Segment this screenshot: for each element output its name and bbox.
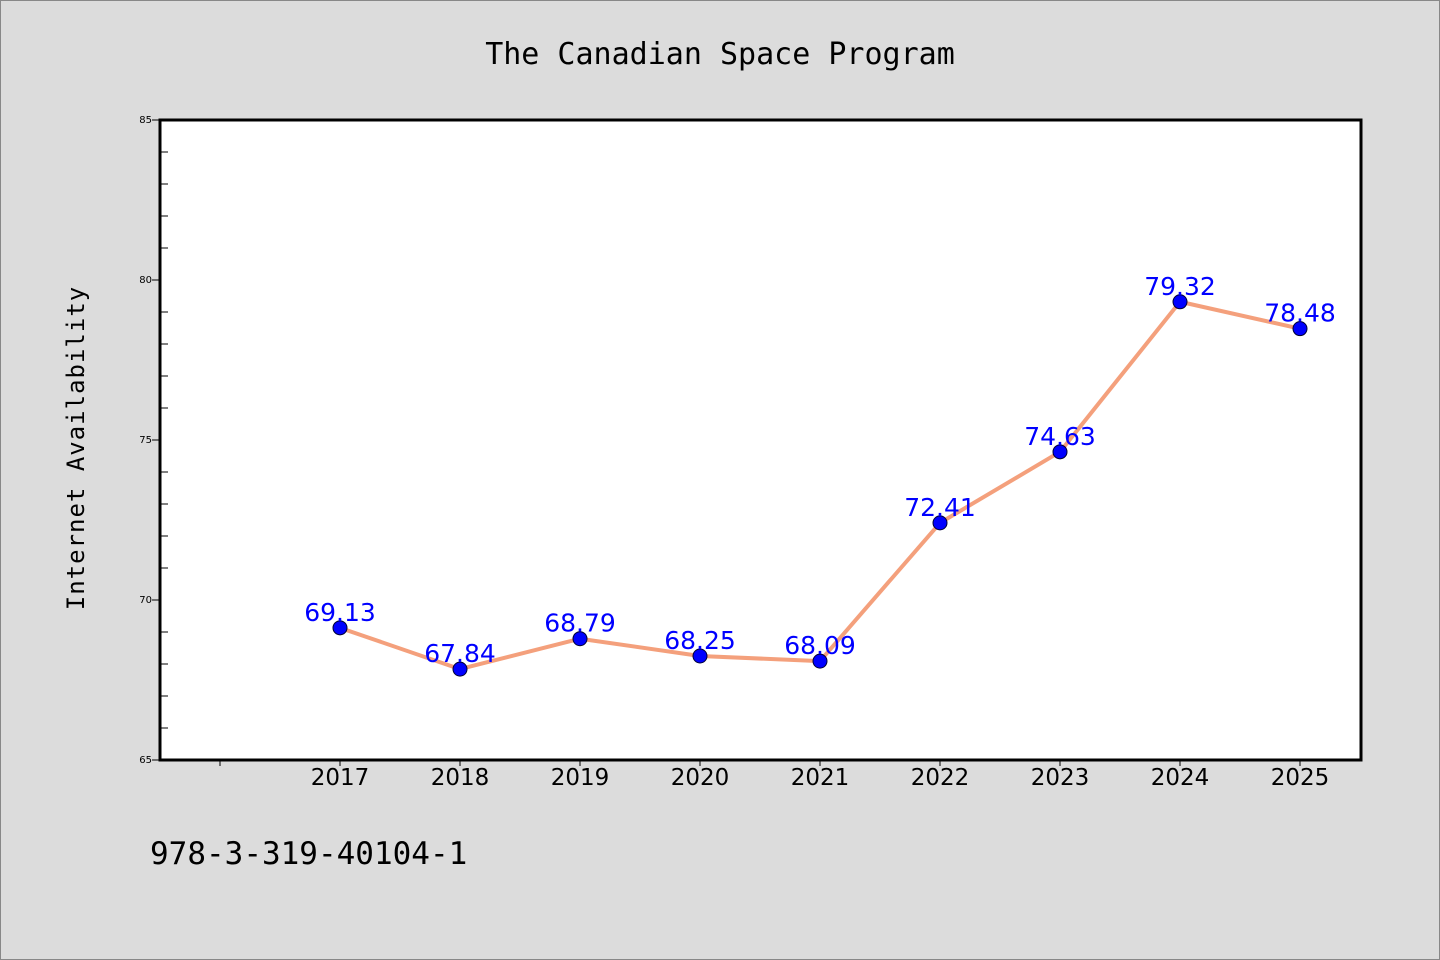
x-tick-label: 2019 — [551, 765, 610, 791]
x-tick-label: 2024 — [1151, 765, 1210, 791]
data-point — [1052, 444, 1068, 460]
data-label: 68.25 — [664, 626, 736, 655]
data-point — [1292, 321, 1308, 337]
plot-area — [158, 118, 1363, 762]
x-tick-label: 2021 — [791, 765, 850, 791]
y-tick-label: 65 — [139, 755, 152, 766]
y-axis-label: Internet Availability — [62, 286, 90, 610]
x-tick-label: 2017 — [311, 765, 370, 791]
y-tick-label: 70 — [139, 595, 152, 606]
data-point — [1172, 294, 1188, 310]
data-labels: 69.13 67.84 68.79 68.25 68.09 72.41 74.63 79.32… — [304, 272, 1336, 668]
data-label: 79.32 — [1144, 272, 1216, 301]
x-tick-label: 2018 — [431, 765, 490, 791]
data-point — [572, 631, 588, 647]
chart-title: The Canadian Space Program — [485, 37, 955, 72]
x-tick-label: 2023 — [1031, 765, 1090, 791]
data-point — [932, 515, 948, 531]
data-point — [812, 653, 828, 669]
data-label: 67.84 — [424, 639, 496, 668]
data-label: 68.79 — [544, 609, 616, 638]
footer-isbn: 978-3-319-40104-1 — [150, 836, 467, 872]
data-label: 78.48 — [1264, 299, 1336, 328]
data-label: 68.09 — [784, 631, 856, 660]
x-tick-label: 2020 — [671, 765, 730, 791]
data-label: 69.13 — [304, 598, 376, 627]
y-tick-label: 75 — [139, 435, 152, 446]
y-axis: 65 70 75 80 85 — [139, 115, 168, 766]
data-point — [332, 620, 348, 636]
data-point — [452, 661, 468, 677]
series-group — [332, 294, 1308, 677]
x-tick-label: 2022 — [911, 765, 970, 791]
data-label: 74.63 — [1024, 422, 1096, 451]
x-axis: 2017 2018 2019 2020 2021 2022 2023 2024 2025 — [219, 760, 1330, 791]
data-label: 72.41 — [904, 493, 976, 522]
y-tick-label: 85 — [139, 115, 152, 126]
y-tick-label: 80 — [139, 275, 152, 286]
data-point — [692, 648, 708, 664]
x-tick-label: 2025 — [1271, 765, 1330, 791]
